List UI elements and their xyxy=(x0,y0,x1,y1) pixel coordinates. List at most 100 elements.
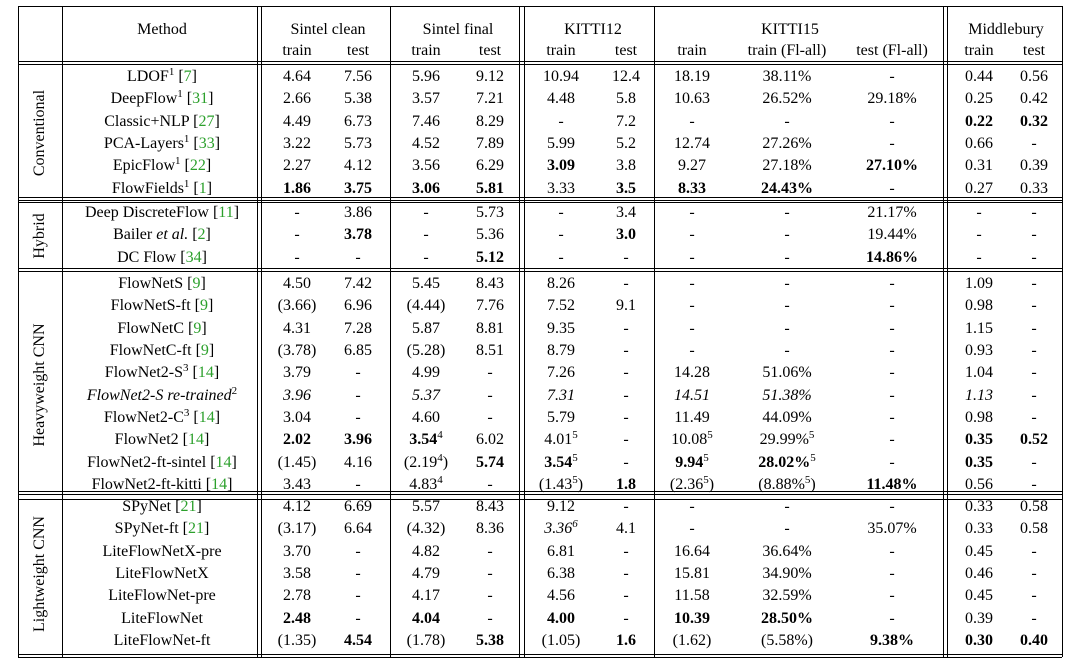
ref-close: ] xyxy=(205,226,211,244)
header-subcol-text: train xyxy=(546,42,576,59)
value-text: - xyxy=(623,275,629,292)
value-cell: 0.66 xyxy=(965,135,993,153)
value-cell: - xyxy=(976,204,981,222)
value-cell: 4.99 xyxy=(412,364,440,382)
value-text: - xyxy=(889,179,895,197)
method-cell: FlowNet2-S3 [14] xyxy=(105,363,219,382)
header-subcol: train xyxy=(546,42,575,60)
value-text: - xyxy=(623,431,629,449)
value-text: 32.59% xyxy=(762,587,812,605)
rule xyxy=(18,498,1062,500)
citation-ref: 34 xyxy=(185,248,202,266)
value-text: - xyxy=(889,431,895,449)
value-cell: 3.70 xyxy=(283,543,311,561)
value-text: 3.75 xyxy=(344,179,372,197)
value-cell: 15.81 xyxy=(674,565,710,583)
ref-open: [ xyxy=(188,226,198,244)
method-cell: LiteFlowNet-ft xyxy=(114,632,211,650)
value-cell: - xyxy=(1031,204,1036,222)
value-cell: - xyxy=(889,454,894,472)
header-method: Method xyxy=(137,21,187,39)
value-cell: 7.26 xyxy=(547,364,575,382)
ref-open: [ xyxy=(189,112,199,130)
value-text: - xyxy=(1031,248,1037,266)
value-cell: 0.42 xyxy=(1020,90,1048,108)
value-text: 5.2 xyxy=(616,135,636,153)
value-cell: 14.28 xyxy=(674,364,710,382)
ref-close: ] xyxy=(196,498,202,515)
method-cell: Bailer et al. [2] xyxy=(113,226,211,244)
value-cell: 4.56 xyxy=(547,587,575,605)
method-name: LiteFlowNet xyxy=(121,609,203,627)
value-text: - xyxy=(1031,135,1037,153)
ref-close: ] xyxy=(206,179,213,197)
value-text: 7.31 xyxy=(547,386,575,404)
value-text: 7.2 xyxy=(616,112,636,130)
value-text: 0.52 xyxy=(1020,431,1048,449)
value-text: 27.10% xyxy=(866,157,918,175)
value-cell: 5.81 xyxy=(476,180,504,198)
value-text: - xyxy=(689,520,695,538)
value-cell: 32.59% xyxy=(762,587,811,605)
value-text: - xyxy=(355,476,361,494)
value-text: (1.35) xyxy=(277,632,317,650)
method-name: Classic+NLP xyxy=(104,112,190,130)
value-cell: 6.38 xyxy=(547,565,575,583)
ref-close: ] xyxy=(208,90,214,108)
value-text: 3.96 xyxy=(283,386,311,404)
value-text: 4.79 xyxy=(412,565,440,583)
value-cell: 9.12 xyxy=(476,68,504,86)
value-text: (2.36 xyxy=(669,476,704,494)
method-cell: FlowNetS [9] xyxy=(118,275,206,293)
method-cell: SPyNet [21] xyxy=(122,498,202,516)
value-text: 3.79 xyxy=(283,364,311,382)
value-text: 18.19 xyxy=(674,68,710,85)
value-text: 3.96 xyxy=(344,431,372,449)
value-cell: 4.48 xyxy=(547,90,575,108)
value-cell: 3.22 xyxy=(283,135,311,153)
value-text: 3.0 xyxy=(616,226,636,244)
column-rule xyxy=(261,6,262,658)
citation-ref: 9 xyxy=(200,297,208,315)
value-text: 4.01 xyxy=(544,431,573,449)
value-cell: 8.36 xyxy=(476,520,504,538)
value-text: 1.13 xyxy=(965,386,993,404)
method-footnote: 1 xyxy=(183,133,190,146)
value-text: 10.39 xyxy=(674,609,710,627)
value-text: 3.43 xyxy=(283,476,311,494)
value-cell: - xyxy=(623,498,628,516)
value-cell: 5.99 xyxy=(547,135,575,153)
value-cell: - xyxy=(294,249,299,267)
value-cell: - xyxy=(689,498,694,516)
value-close: ) xyxy=(810,476,816,494)
value-text: 24.43% xyxy=(761,179,813,197)
value-text: 0.32 xyxy=(1020,112,1048,130)
value-cell: - xyxy=(558,204,563,222)
value-cell: - xyxy=(689,204,694,222)
value-text: 7.56 xyxy=(344,68,372,85)
value-cell: 5.37 xyxy=(412,387,440,405)
rule xyxy=(18,197,1062,198)
value-text: 4.12 xyxy=(344,157,372,175)
value-text: 3.58 xyxy=(283,565,311,583)
value-text: 12.4 xyxy=(612,68,640,85)
method-cell: SPyNet-ft [21] xyxy=(115,520,210,538)
value-cell: - xyxy=(423,226,428,244)
header-subcol-text: test xyxy=(614,42,638,59)
value-cell: - xyxy=(784,520,789,538)
value-text: - xyxy=(623,565,629,583)
value-text: 0.93 xyxy=(965,342,993,360)
value-text: (3.66) xyxy=(277,297,317,315)
value-cell: 1.6 xyxy=(616,632,636,650)
column-rule xyxy=(18,6,19,658)
value-text: 2.27 xyxy=(283,157,311,175)
value-cell: - xyxy=(623,587,628,605)
value-text: 0.45 xyxy=(965,587,993,605)
value-text: - xyxy=(784,204,790,221)
value-text: 5.38 xyxy=(344,90,372,108)
section-label: Conventional xyxy=(31,90,49,176)
value-cell: 1.09 xyxy=(965,275,993,293)
ref-close: ] xyxy=(191,68,197,85)
method-cell: PCA-Layers1 [33] xyxy=(104,133,220,153)
